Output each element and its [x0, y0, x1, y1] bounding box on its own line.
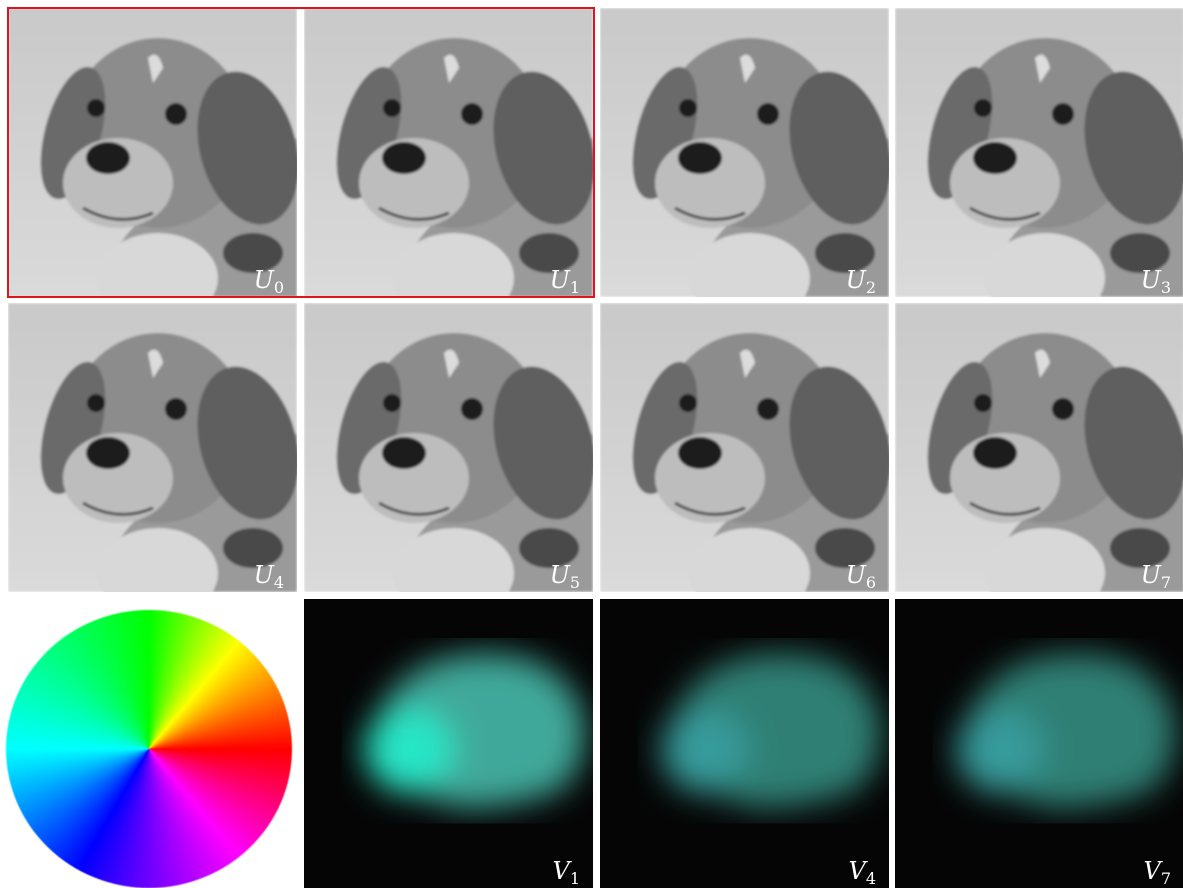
flow-blob — [364, 709, 454, 789]
label-subscript: 7 — [1161, 573, 1171, 592]
label-subscript: 7 — [1161, 869, 1171, 888]
label-subscript: 1 — [570, 869, 580, 888]
flow-panel: V4 — [600, 599, 889, 888]
label-subscript: 5 — [570, 573, 580, 592]
label-subscript: 6 — [866, 573, 876, 592]
label-symbol: U — [550, 561, 571, 589]
panel-image: U1 — [304, 8, 593, 297]
panel-image: V7 — [895, 599, 1183, 888]
panel-image: U3 — [895, 8, 1183, 297]
image-panel: U0 — [8, 8, 297, 297]
label-symbol: U — [1141, 266, 1162, 294]
dog-photo — [304, 8, 593, 297]
label-subscript: 4 — [866, 869, 876, 888]
label-symbol: U — [254, 266, 275, 294]
label-symbol: U — [550, 266, 571, 294]
image-panel: U1 — [304, 8, 593, 297]
label-subscript: 4 — [274, 573, 284, 592]
dog-photo — [304, 303, 593, 592]
panel-image: U2 — [600, 8, 889, 297]
label-subscript: 0 — [274, 278, 284, 297]
image-panel: U5 — [304, 303, 593, 592]
panel-image: U5 — [304, 303, 593, 592]
panel-image: U4 — [8, 303, 297, 592]
dog-photo — [895, 8, 1183, 297]
panel-image: V4 — [600, 599, 889, 888]
dog-photo — [600, 303, 889, 592]
flow-panel: V7 — [895, 599, 1183, 888]
flow-panel: V1 — [304, 599, 593, 888]
image-panel: U7 — [895, 303, 1183, 592]
label-symbol: U — [254, 561, 275, 589]
panel-image: V1 — [304, 599, 593, 888]
dog-photo — [895, 303, 1183, 592]
label-subscript: 2 — [866, 278, 876, 297]
label-subscript: 1 — [570, 278, 580, 297]
figure: U0U1U2U3U4U5U6U7V1V4V7 — [0, 0, 1183, 888]
dog-photo — [8, 8, 297, 297]
image-panel: U6 — [600, 303, 889, 592]
label-subscript: 3 — [1161, 278, 1171, 297]
flow-blob — [955, 709, 1045, 789]
label-symbol: U — [846, 561, 867, 589]
label-symbol: U — [1141, 561, 1162, 589]
panel-image: U6 — [600, 303, 889, 592]
dog-photo — [600, 8, 889, 297]
dog-photo — [8, 303, 297, 592]
label-symbol: U — [846, 266, 867, 294]
panel-image: U0 — [8, 8, 297, 297]
panel-image: U7 — [895, 303, 1183, 592]
image-panel: U4 — [8, 303, 297, 592]
image-panel: U3 — [895, 8, 1183, 297]
flow-blob — [660, 709, 750, 789]
color-wheel — [6, 610, 292, 888]
image-panel: U2 — [600, 8, 889, 297]
